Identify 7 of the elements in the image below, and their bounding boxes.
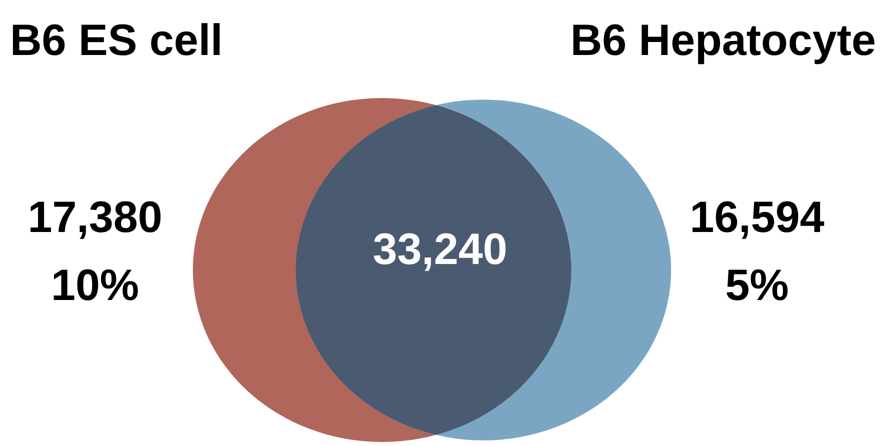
category-label: B6 ES cell [10, 16, 223, 65]
text: 5% [725, 261, 789, 310]
data-label: 17,380 [28, 193, 162, 242]
data-label: 33,240 [372, 225, 508, 274]
text: 10% [50, 261, 140, 310]
category-label: B6 Hepatocyte [570, 16, 876, 65]
data-label: 16,594 [690, 193, 825, 242]
